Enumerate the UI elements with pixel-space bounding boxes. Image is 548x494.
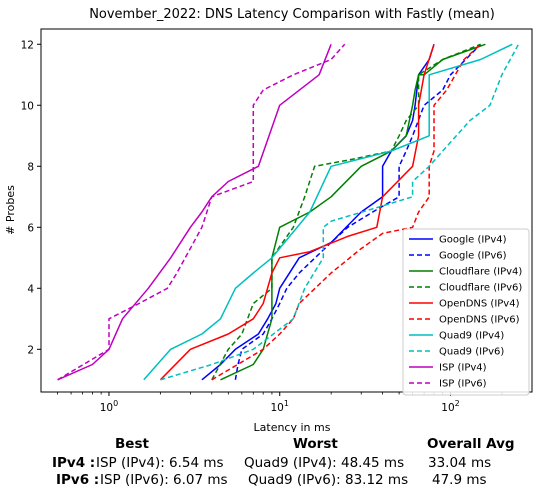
series-line-cloudflare-ipv6 xyxy=(211,43,481,381)
summary-row-ipv4-worst: Quad9 (IPv4): 48.45 ms xyxy=(244,455,405,471)
summary-row-ipv6-label: IPv6 : xyxy=(56,472,100,488)
series-line-cloudflare-ipv4 xyxy=(220,43,486,381)
plot-frame xyxy=(40,28,533,393)
x-axis-label: Latency in ms xyxy=(254,421,331,432)
series-line-isp-ipv6 xyxy=(57,43,346,381)
plot-area xyxy=(57,43,520,381)
y-tick-label: 4 xyxy=(27,283,34,295)
chart-title: November_2022: DNS Latency Comparison wi… xyxy=(89,7,495,22)
y-tick-label: 6 xyxy=(27,222,34,234)
x-tick-label: 102 xyxy=(441,399,459,414)
summary-header-overall: Overall Avg xyxy=(427,436,515,452)
legend-label: Cloudflare (IPv4) xyxy=(439,267,522,278)
summary-row-ipv6-best: ISP (IPv6): 6.07 ms xyxy=(100,472,228,488)
y-tick-label: 8 xyxy=(27,161,34,173)
summary-header-worst: Worst xyxy=(293,436,338,452)
summary-table: Best Worst Overall Avg IPv4 : ISP (IPv4)… xyxy=(0,432,548,494)
legend-label: Google (IPv6) xyxy=(439,251,507,262)
summary-row-ipv4-best: ISP (IPv4): 6.54 ms xyxy=(96,455,224,471)
legend-label: Google (IPv4) xyxy=(439,235,507,246)
y-axis-label: # Probes xyxy=(4,185,17,235)
series-line-quad9-ipv6 xyxy=(160,43,520,381)
legend-label: OpenDNS (IPv4) xyxy=(439,299,520,310)
legend-label: ISP (IPv6) xyxy=(439,379,487,390)
latency-chart: November_2022: DNS Latency Comparison wi… xyxy=(4,7,533,432)
series-line-google-ipv6 xyxy=(234,43,482,380)
legend-label: Quad9 (IPv6) xyxy=(439,347,504,358)
legend-label: OpenDNS (IPv6) xyxy=(439,315,520,326)
series-line-opendns-ipv4 xyxy=(159,44,435,381)
summary-row-ipv4-label: IPv4 : xyxy=(52,455,96,471)
legend-label: ISP (IPv4) xyxy=(439,363,487,374)
series-line-quad9-ipv4 xyxy=(143,43,513,381)
y-tick-label: 12 xyxy=(21,39,34,51)
series-line-isp-ipv4 xyxy=(57,44,332,381)
summary-row-ipv4-overall: 33.04 ms xyxy=(428,455,492,471)
x-tick-label: 100 xyxy=(100,399,118,414)
summary-row-ipv6-worst: Quad9 (IPv6): 83.12 ms xyxy=(248,472,409,488)
legend: Google (IPv4) Google (IPv6) Cloudflare (IP… xyxy=(402,228,530,396)
legend-label: Cloudflare (IPv6) xyxy=(439,283,522,294)
summary-row-ipv6-overall: 47.9 ms xyxy=(432,472,487,488)
y-tick-label: 10 xyxy=(21,100,34,112)
y-tick-label: 2 xyxy=(27,344,34,356)
summary-header-best: Best xyxy=(115,436,149,452)
legend-label: Quad9 (IPv4) xyxy=(439,331,504,342)
x-tick-label: 101 xyxy=(271,399,289,414)
legend-box xyxy=(402,228,530,396)
series-line-opendns-ipv6 xyxy=(211,43,482,381)
